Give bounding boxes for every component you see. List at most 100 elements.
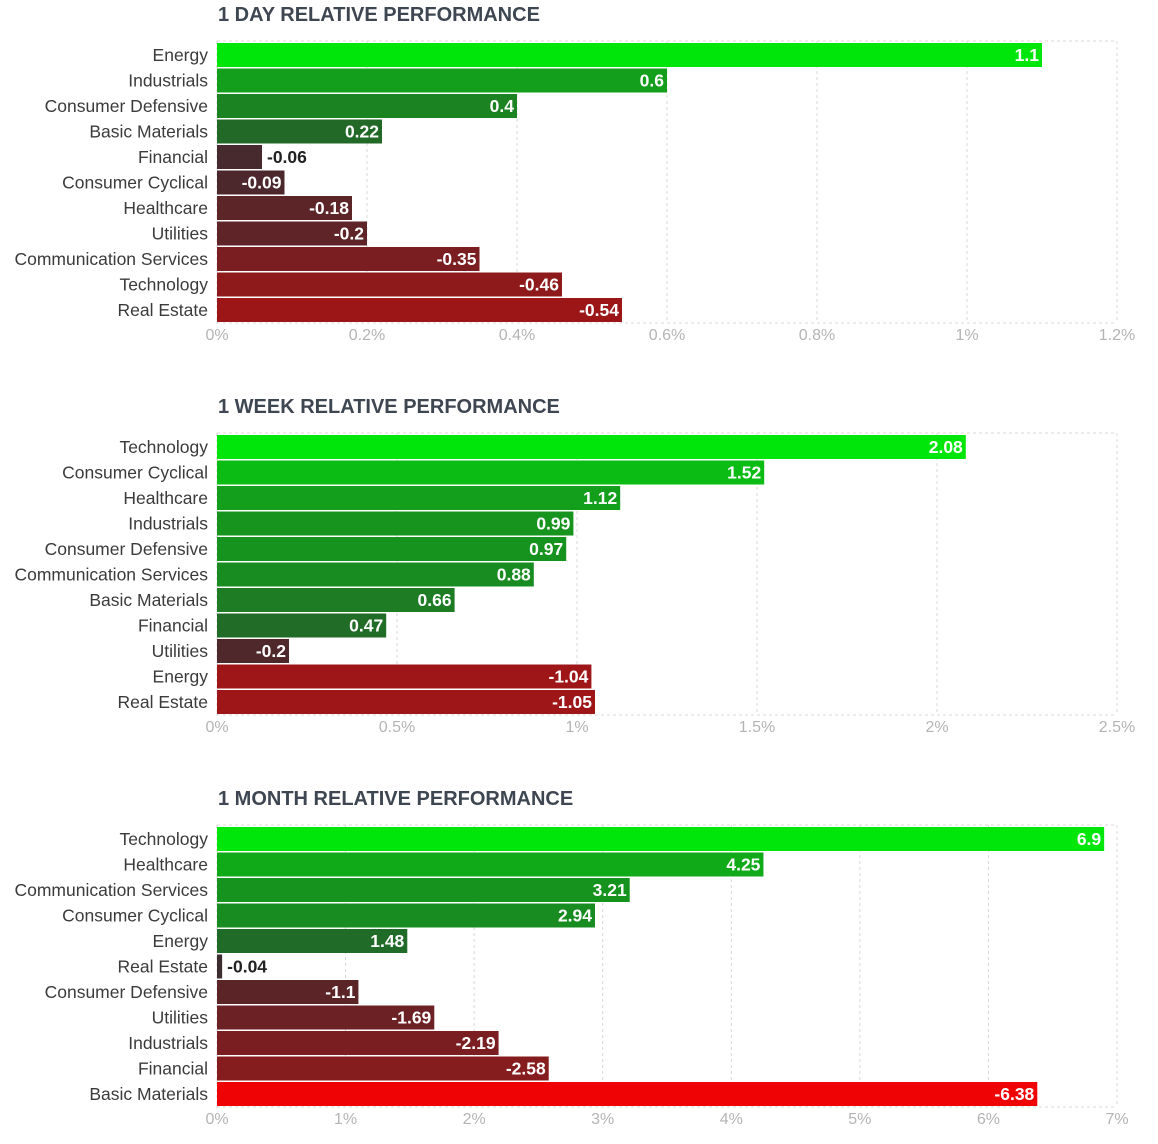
category-label: Consumer Defensive bbox=[45, 539, 208, 559]
x-tick-label: 7% bbox=[1105, 1111, 1128, 1128]
data-label: 1.52 bbox=[727, 463, 761, 483]
bar bbox=[217, 272, 562, 297]
category-label: Consumer Cyclical bbox=[62, 463, 208, 483]
data-label: -0.35 bbox=[437, 249, 477, 269]
data-label: 3.21 bbox=[593, 880, 627, 900]
category-label: Consumer Defensive bbox=[45, 982, 208, 1002]
data-label: -0.46 bbox=[519, 275, 559, 295]
chart-title: 1 DAY RELATIVE PERFORMANCE bbox=[218, 4, 540, 26]
bar bbox=[217, 486, 621, 510]
category-label: Technology bbox=[119, 829, 208, 849]
bar bbox=[217, 980, 359, 1004]
data-label: 2.94 bbox=[558, 906, 592, 926]
data-label: -6.38 bbox=[994, 1084, 1034, 1104]
x-tick-label: 0.5% bbox=[379, 719, 415, 736]
category-label: Industrials bbox=[128, 1033, 208, 1053]
category-label: Healthcare bbox=[123, 855, 208, 875]
category-label: Technology bbox=[119, 437, 208, 457]
category-label: Energy bbox=[153, 931, 209, 951]
x-tick-label: 0.2% bbox=[349, 327, 385, 344]
bar bbox=[217, 511, 574, 536]
bar-chart-1-month: 0% 1% 2% 3% 4% 5% 6% 7% Technology 6.9 Healthcare 4… bbox=[14, 824, 1129, 1128]
category-label: Basic Materials bbox=[89, 122, 208, 142]
x-tick-label: 0.6% bbox=[649, 327, 685, 344]
category-label: Energy bbox=[153, 667, 209, 687]
category-label: Technology bbox=[119, 275, 208, 295]
chart-panel-1-day: 1 DAY RELATIVE PERFORMANCE 0% 0.2% 0.4% 0.6… bbox=[0, 0, 1158, 360]
data-label: 1.48 bbox=[370, 931, 404, 951]
category-label: Financial bbox=[138, 616, 208, 636]
bar bbox=[217, 562, 534, 587]
bar bbox=[217, 929, 408, 953]
x-tick-label: 1% bbox=[334, 1111, 357, 1128]
data-label: 0.22 bbox=[345, 122, 379, 142]
bar bbox=[217, 664, 592, 689]
category-label: Real Estate bbox=[118, 957, 208, 977]
category-label: Basic Materials bbox=[89, 1084, 208, 1104]
category-label: Utilities bbox=[152, 224, 209, 244]
category-label: Consumer Cyclical bbox=[62, 173, 208, 193]
category-label: Consumer Defensive bbox=[45, 96, 208, 116]
x-tick-label: 0.4% bbox=[499, 327, 535, 344]
category-label: Utilities bbox=[152, 641, 209, 661]
x-tick-label: 0.8% bbox=[799, 327, 835, 344]
data-label: -2.58 bbox=[506, 1059, 546, 1079]
chart-panel-1-month: 1 MONTH RELATIVE PERFORMANCE 0% 1% 2% 3% 4% 5… bbox=[0, 784, 1158, 1144]
x-tick-label: 1.5% bbox=[739, 719, 775, 736]
data-label: -1.04 bbox=[549, 667, 589, 687]
x-tick-label: 0% bbox=[205, 1111, 228, 1128]
category-label: Healthcare bbox=[123, 198, 208, 218]
bar bbox=[217, 170, 285, 195]
x-tick-label: 1% bbox=[955, 327, 978, 344]
x-tick-label: 6% bbox=[977, 1111, 1000, 1128]
x-tick-label: 1% bbox=[565, 719, 588, 736]
data-label: -2.19 bbox=[456, 1033, 496, 1053]
data-label: 0.47 bbox=[349, 616, 383, 636]
chart-panel-1-week: 1 WEEK RELATIVE PERFORMANCE 0% 0.5% 1% 1.5%… bbox=[0, 392, 1158, 752]
bar bbox=[217, 247, 480, 271]
data-label: 1.12 bbox=[583, 488, 617, 508]
x-tick-label: 2% bbox=[925, 719, 948, 736]
bar bbox=[217, 119, 382, 144]
data-label: 4.25 bbox=[726, 855, 760, 875]
bar bbox=[217, 145, 262, 169]
data-label: -0.06 bbox=[267, 147, 307, 167]
bar bbox=[217, 613, 387, 638]
bar bbox=[217, 1005, 435, 1030]
category-label: Real Estate bbox=[118, 692, 208, 712]
category-label: Communication Services bbox=[14, 880, 208, 900]
data-label: 2.08 bbox=[929, 437, 963, 457]
data-label: -1.69 bbox=[391, 1008, 431, 1028]
category-label: Real Estate bbox=[118, 300, 208, 320]
data-label: 0.4 bbox=[490, 96, 515, 116]
x-tick-label: 0% bbox=[205, 719, 228, 736]
bar bbox=[217, 460, 765, 485]
bar bbox=[217, 68, 667, 93]
bar bbox=[217, 639, 289, 663]
bar bbox=[217, 690, 595, 714]
data-label: 6.9 bbox=[1077, 829, 1102, 849]
category-label: Financial bbox=[138, 1059, 208, 1079]
category-label: Financial bbox=[138, 147, 208, 167]
bar bbox=[217, 1082, 1038, 1106]
category-label: Communication Services bbox=[14, 249, 208, 269]
bar bbox=[217, 298, 622, 322]
bar bbox=[217, 435, 966, 459]
bar bbox=[217, 43, 1042, 67]
data-label: 1.1 bbox=[1015, 45, 1040, 65]
bar bbox=[217, 878, 630, 902]
x-tick-label: 1.2% bbox=[1099, 327, 1135, 344]
x-tick-label: 3% bbox=[591, 1111, 614, 1128]
data-label: 0.88 bbox=[497, 565, 531, 585]
bar bbox=[217, 196, 352, 220]
bar bbox=[217, 852, 764, 877]
bar bbox=[217, 588, 455, 612]
chart-title: 1 MONTH RELATIVE PERFORMANCE bbox=[218, 788, 574, 810]
x-tick-label: 5% bbox=[848, 1111, 871, 1128]
data-label: -1.05 bbox=[552, 692, 592, 712]
bar bbox=[217, 827, 1105, 851]
bar bbox=[217, 1056, 549, 1081]
category-label: Healthcare bbox=[123, 488, 208, 508]
category-label: Consumer Cyclical bbox=[62, 906, 208, 926]
category-label: Utilities bbox=[152, 1008, 209, 1028]
